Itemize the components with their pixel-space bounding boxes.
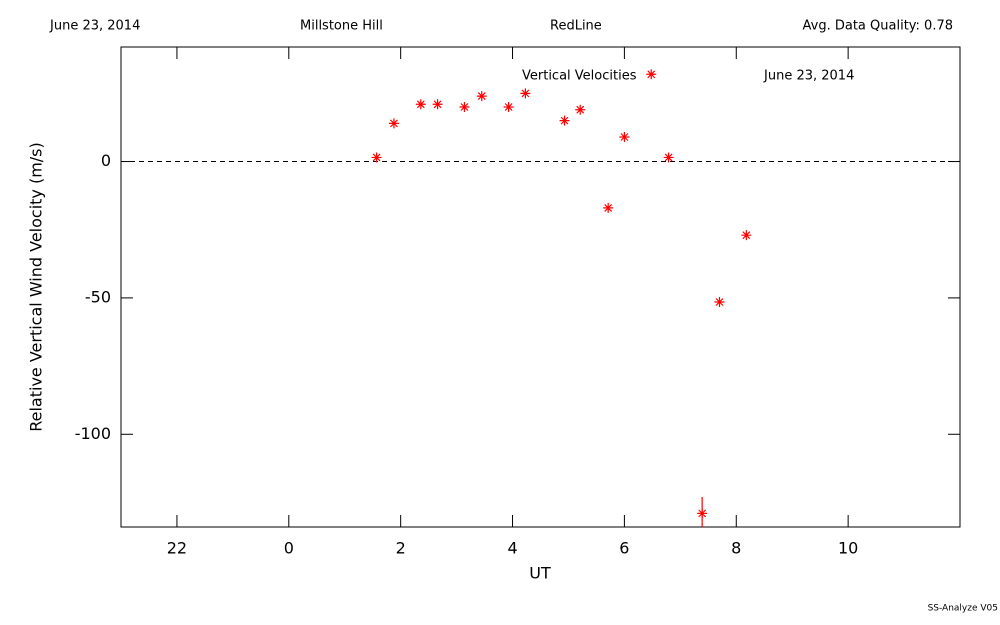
chart-title: Vertical Velocities: [522, 69, 637, 84]
footer: SS-Analyze V05: [928, 604, 998, 614]
x-tick-label: 8: [731, 539, 741, 558]
point: [432, 99, 443, 110]
point: [741, 230, 752, 241]
point: [388, 118, 399, 129]
point: [619, 132, 630, 142]
point: [575, 104, 586, 115]
point: [714, 297, 725, 307]
y-tick-label: 0: [101, 151, 111, 170]
y-tick-label: -100: [75, 424, 111, 443]
y-axis-label: Relative Vertical Wind Velocity (m/s): [27, 142, 46, 432]
point: [603, 202, 614, 213]
point: [459, 102, 470, 112]
x-tick-label: 10: [838, 539, 858, 558]
header-quality: Avg. Data Quality: 0.78: [803, 19, 953, 34]
x-tick-label: 2: [396, 539, 406, 558]
x-tick-label: 0: [284, 539, 294, 558]
x-tick-label: 22: [167, 539, 187, 558]
point: [371, 152, 382, 163]
point: [646, 69, 657, 80]
x-tick-label: 6: [619, 539, 629, 558]
point: [503, 102, 514, 112]
point: [415, 99, 426, 110]
chart-subtitle: June 23, 2014: [763, 69, 854, 84]
point: [520, 88, 531, 99]
header-date: June 23, 2014: [49, 19, 140, 34]
header-filter: RedLine: [550, 19, 602, 34]
point: [476, 91, 487, 102]
point: [663, 152, 674, 163]
y-tick-label: -50: [85, 287, 111, 306]
plot-frame: [120, 46, 961, 528]
x-tick-label: 4: [507, 539, 517, 558]
x-axis-label: UT: [529, 564, 551, 583]
header-site: Millstone Hill: [300, 19, 383, 34]
point: [559, 115, 570, 126]
